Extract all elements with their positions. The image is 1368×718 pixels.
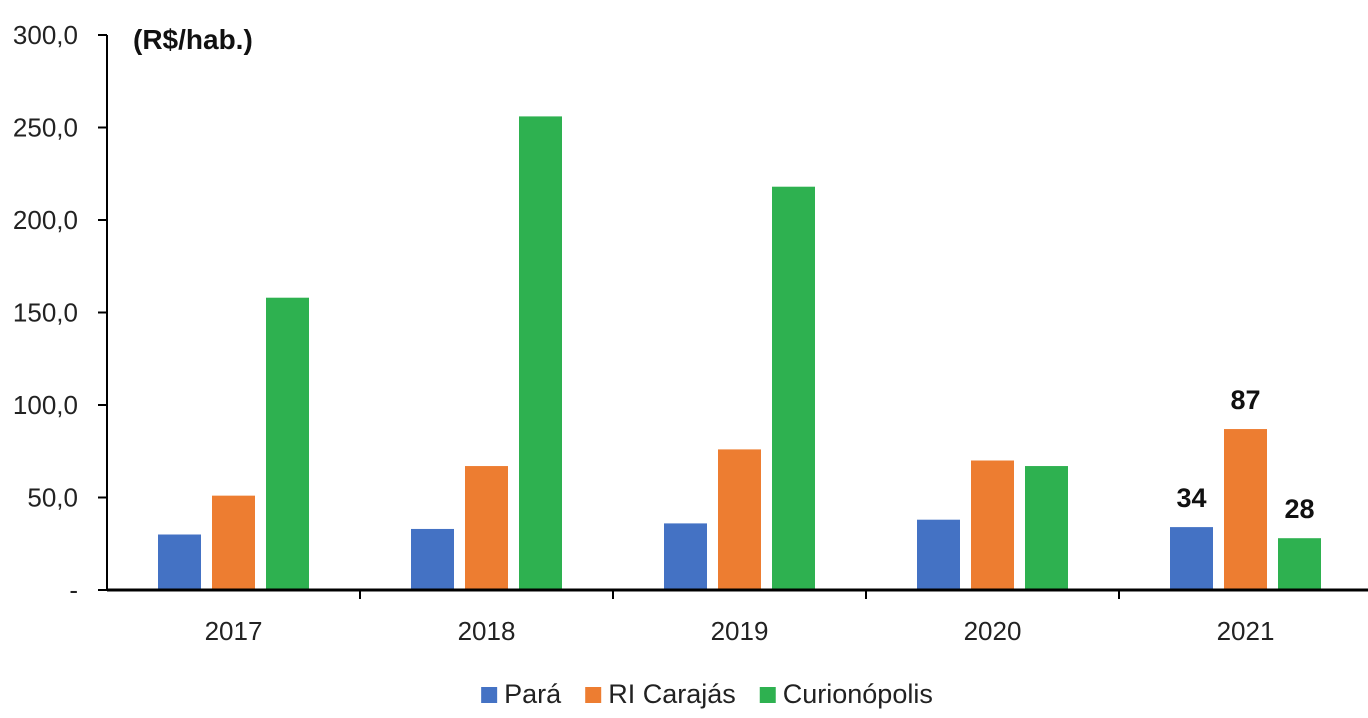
bar-2017-curion-polis	[266, 297, 309, 590]
legend-item-par-: Pará	[481, 679, 562, 709]
y-tick-label: 200,0	[13, 205, 78, 235]
y-tick-label: 250,0	[13, 113, 78, 143]
bar-2020-ri-caraj-s	[971, 460, 1014, 590]
bar-2021-curion-polis	[1278, 538, 1321, 590]
bar-2019-ri-caraj-s	[718, 449, 761, 590]
y-tick-label: 300,0	[13, 20, 78, 50]
x-tick-label: 2021	[1217, 616, 1275, 646]
bar-2020-curion-polis	[1025, 466, 1068, 590]
x-tick-label: 2020	[964, 616, 1022, 646]
y-axis-unit-label: (R$/hab.)	[133, 24, 253, 55]
y-tick-label: 100,0	[13, 390, 78, 420]
legend-item-ri-caraj-s: RI Carajás	[585, 679, 736, 709]
legend: Pará RI Carajás Curionópolis	[481, 679, 933, 709]
x-tick-label: 2018	[458, 616, 516, 646]
bar-2021-ri-caraj-s	[1224, 429, 1267, 590]
data-label: 34	[1176, 483, 1206, 513]
data-label: 87	[1230, 385, 1260, 415]
legend-label: Pará	[504, 679, 562, 709]
x-tick-label: 2017	[205, 616, 263, 646]
legend-item-curion-polis: Curionópolis	[759, 679, 933, 709]
bar-2017-ri-caraj-s	[212, 495, 255, 590]
bar-2018-curion-polis	[519, 116, 562, 591]
bar-2020-par-	[917, 519, 960, 590]
legend-swatch	[585, 687, 602, 703]
bar-2017-par-	[158, 534, 201, 590]
bar-2021-par-	[1170, 527, 1213, 590]
y-tick-label: 150,0	[13, 298, 78, 328]
bar-2018-par-	[411, 528, 454, 590]
legend-swatch	[759, 687, 776, 703]
legend-swatch	[481, 687, 498, 703]
y-tick-label: 50,0	[27, 483, 78, 513]
bar-2019-par-	[664, 523, 707, 590]
y-tick-label: -	[69, 575, 78, 605]
data-label: 28	[1284, 494, 1314, 524]
data-labels: 34 87 28	[1176, 385, 1314, 524]
bar-2018-ri-caraj-s	[465, 466, 508, 590]
bar-2019-curion-polis	[772, 186, 815, 590]
y-axis: - 50,0 100,0 150,0 200,0 250,0 300,0	[13, 20, 108, 605]
legend-label: RI Carajás	[608, 679, 736, 709]
x-tick-label: 2019	[711, 616, 769, 646]
x-axis: 2017 2018 2019 2020 2021	[107, 588, 1368, 646]
legend-label: Curionópolis	[783, 679, 933, 709]
bars	[158, 116, 1321, 591]
